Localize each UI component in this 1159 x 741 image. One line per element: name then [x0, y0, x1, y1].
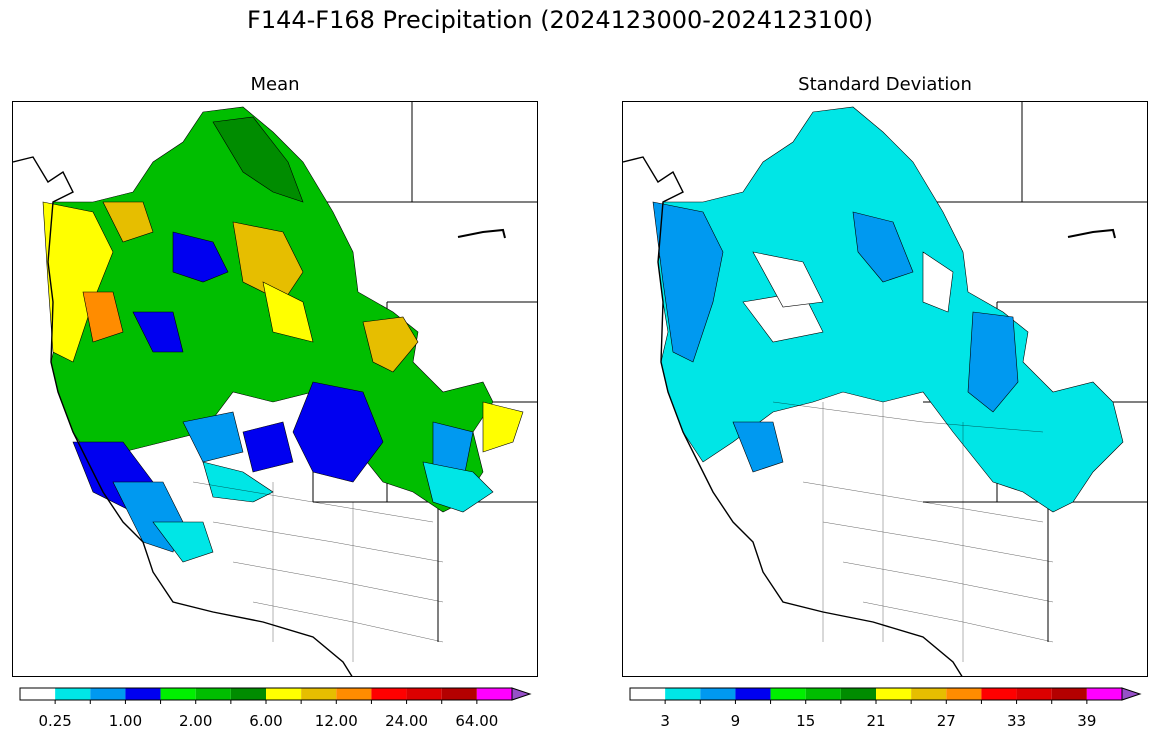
colorbar-segment [336, 688, 372, 700]
colorbar-segment [1016, 688, 1052, 700]
stddev-colorbar-svg [629, 687, 1142, 704]
colorbar-segment [700, 688, 736, 700]
stddev-colorbar [629, 687, 1142, 704]
colorbar-tick-label: 21 [866, 712, 886, 730]
colorbar-segment [195, 688, 231, 700]
colorbar-segment [805, 688, 841, 700]
colorbar-tick-label: 1.00 [108, 712, 143, 730]
mean-colorbar [19, 687, 532, 704]
colorbar-tick-label: 24.00 [385, 712, 429, 730]
colorbar-segment [911, 688, 947, 700]
colorbar-tick-label: 3 [660, 712, 670, 730]
colorbar-tick-label: 33 [1007, 712, 1027, 730]
colorbar-segment [266, 688, 302, 700]
colorbar-tick-label: 39 [1077, 712, 1097, 730]
colorbar-tick-label: 64.00 [455, 712, 499, 730]
colorbar-extend-arrow [511, 687, 532, 701]
colorbar-segment [840, 688, 876, 700]
colorbar-segment [371, 688, 407, 700]
colorbar-segment [946, 688, 982, 700]
mean-map [12, 101, 538, 677]
mean-map-svg [13, 102, 537, 676]
colorbar-tick-label: 6.00 [249, 712, 283, 730]
colorbar-segment [406, 688, 442, 700]
mean-colorbar-svg [19, 687, 532, 704]
colorbar-segment [125, 688, 161, 700]
colorbar-segment [981, 688, 1017, 700]
colorbar-tick-label: 9 [730, 712, 741, 730]
colorbar-tick-label: 15 [796, 712, 816, 730]
colorbar-segment [1086, 688, 1122, 700]
colorbar-tick-label: 27 [936, 712, 956, 730]
colorbar-segment [665, 688, 701, 700]
colorbar-extend-arrow [1121, 687, 1142, 701]
mean-panel-title: Mean [250, 74, 300, 95]
colorbar-segment [630, 688, 666, 700]
colorbar-tick-label: 12.00 [314, 712, 358, 730]
colorbar-segment [1051, 688, 1087, 700]
colorbar-segment [735, 688, 771, 700]
colorbar-segment [90, 688, 126, 700]
colorbar-segment [301, 688, 337, 700]
colorbar-segment [770, 688, 806, 700]
stddev-map [622, 101, 1148, 677]
stddev-map-svg [623, 102, 1147, 676]
colorbar-tick-label: 2.00 [179, 712, 213, 730]
colorbar-segment [55, 688, 91, 700]
colorbar-segment [876, 688, 912, 700]
colorbar-segment [160, 688, 196, 700]
colorbar-segment [441, 688, 477, 700]
colorbar-segment [476, 688, 512, 700]
colorbar-segment [20, 688, 56, 700]
colorbar-tick-label: 0.25 [38, 712, 72, 730]
colorbar-segment [230, 688, 266, 700]
figure-title: F144-F168 Precipitation (2024123000-2024… [247, 6, 873, 34]
stddev-panel-title: Standard Deviation [798, 74, 972, 95]
